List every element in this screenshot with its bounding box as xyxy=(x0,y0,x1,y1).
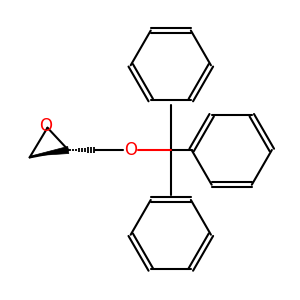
Polygon shape xyxy=(31,146,69,156)
Text: O: O xyxy=(124,141,137,159)
Text: O: O xyxy=(40,117,52,135)
